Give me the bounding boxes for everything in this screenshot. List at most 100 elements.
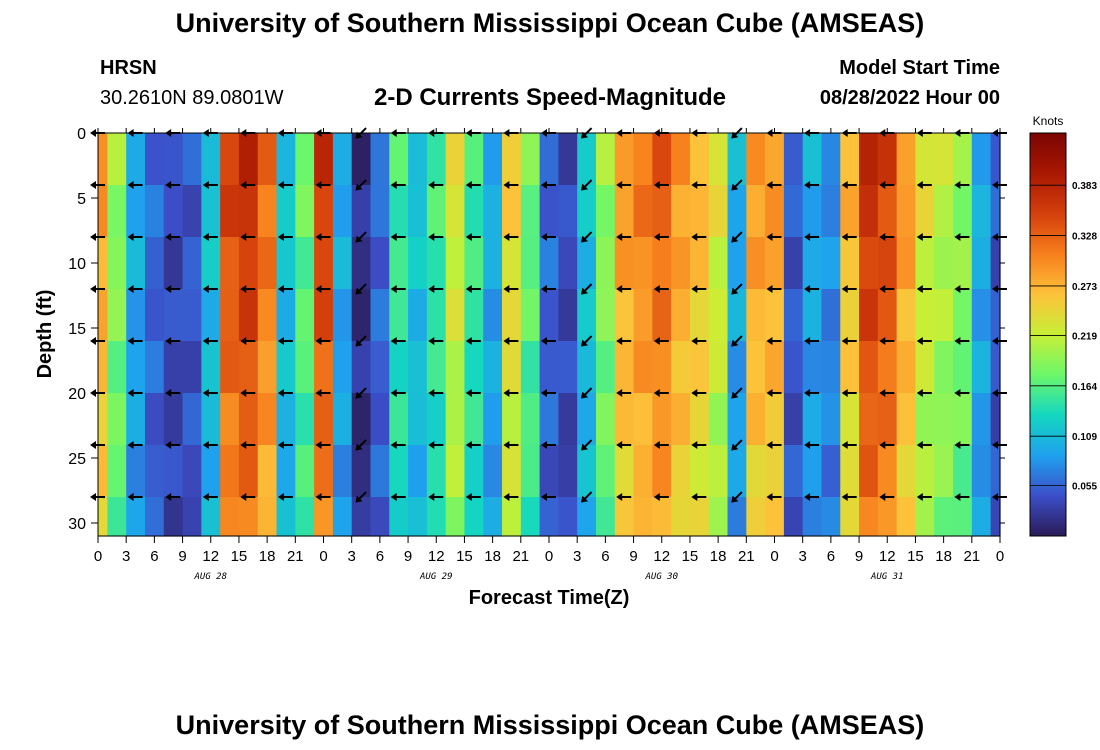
page-title: University of Southern Mississippi Ocean… (175, 8, 925, 38)
heatmap-cell (652, 341, 672, 394)
heatmap-cell (896, 237, 917, 290)
heatmap-cell (971, 185, 992, 238)
heatmap-cell (539, 341, 559, 394)
heatmap-cell (426, 289, 447, 342)
heatmap-cell (238, 289, 259, 342)
heatmap-cell (389, 133, 409, 186)
x-tick-label: 6 (601, 548, 609, 565)
current-arrow (766, 181, 782, 189)
current-arrow (240, 181, 256, 189)
heatmap-cell (445, 185, 466, 238)
heatmap-cell (483, 133, 503, 186)
x-tick-label: 18 (259, 548, 276, 565)
current-arrow (165, 493, 181, 501)
current-arrow (653, 285, 669, 293)
heatmap-cell (144, 341, 165, 394)
current-arrow (127, 441, 143, 449)
current-arrow (731, 387, 743, 399)
current-arrow (731, 231, 743, 243)
current-arrow (240, 441, 256, 449)
heatmap-cells (98, 133, 1001, 537)
heatmap-cell (595, 289, 616, 342)
current-arrow (731, 491, 743, 503)
heatmap-cell (464, 445, 484, 498)
current-arrow (90, 493, 105, 501)
heatmap-cell (314, 393, 334, 446)
heatmap-cell (840, 341, 860, 394)
current-arrow (390, 389, 406, 397)
y-tick-label: 15 (68, 321, 86, 338)
current-arrow (691, 389, 707, 397)
heatmap-cell (182, 341, 202, 394)
x-tick-label: 3 (799, 548, 807, 565)
current-arrow (541, 389, 556, 397)
current-arrow (428, 389, 444, 397)
heatmap-cell (558, 185, 578, 238)
current-arrow (240, 285, 256, 293)
colorbar (1029, 132, 1067, 537)
heatmap-cell (953, 393, 973, 446)
heatmap-cell (859, 497, 879, 537)
x-axis-label: Forecast Time(Z) (469, 587, 630, 609)
heatmap-cell (802, 185, 823, 238)
heatmap-cell (276, 133, 296, 186)
current-arrow (916, 493, 932, 501)
heatmap-cell (953, 497, 973, 537)
current-arrow (315, 233, 331, 241)
current-arrow (503, 337, 519, 345)
heatmap-cell (502, 497, 522, 537)
heatmap-cell (238, 497, 259, 537)
heatmap-cell (257, 185, 278, 238)
x-tick-label: 0 (545, 548, 553, 565)
x-tick-label: 21 (512, 548, 529, 565)
current-arrow (390, 181, 406, 189)
heatmap-cell (652, 185, 672, 238)
heatmap-cell (332, 341, 353, 394)
heatmap-cell (746, 133, 766, 186)
x-tick-label: 15 (456, 548, 473, 565)
heatmap-cell (708, 445, 729, 498)
current-arrow (465, 493, 481, 501)
heatmap-cell (351, 133, 372, 186)
current-arrow (428, 285, 444, 293)
heatmap-cell (896, 393, 917, 446)
heatmap-cell (182, 185, 202, 238)
heatmap-cell (314, 133, 334, 186)
heatmap-cell (295, 237, 315, 290)
current-arrow (580, 179, 593, 191)
heatmap-cell (877, 341, 898, 394)
current-arrow (616, 181, 632, 189)
current-arrow (202, 389, 218, 397)
current-arrow (90, 285, 105, 293)
heatmap-cell (502, 393, 522, 446)
heatmap-cell (201, 237, 221, 290)
current-arrow (428, 233, 444, 241)
heatmap-cell (276, 237, 296, 290)
x-tick-label: 21 (287, 548, 304, 565)
current-arrow (503, 441, 519, 449)
current-arrow (879, 233, 895, 241)
heatmap-cell (859, 289, 879, 342)
current-arrow (355, 231, 367, 243)
x-tick-label: 0 (94, 548, 102, 565)
current-arrow (841, 493, 857, 501)
heatmap-cell (201, 185, 221, 238)
current-arrow (428, 441, 444, 449)
heatmap-cell (483, 289, 503, 342)
current-arrow (691, 441, 707, 449)
current-arrow (879, 389, 895, 397)
heatmap-cell (182, 393, 202, 446)
heatmap-cell (144, 133, 165, 186)
heatmap-cell (934, 289, 954, 342)
heatmap-cell (126, 237, 146, 290)
current-arrow (465, 337, 481, 345)
current-arrow (954, 337, 970, 345)
current-arrow (804, 233, 820, 241)
heatmap-cell (971, 133, 992, 186)
heatmap-cell (220, 133, 240, 186)
heatmap-cell (107, 341, 127, 394)
heatmap-cell (633, 237, 653, 290)
heatmap-cell (859, 133, 879, 186)
current-arrow (90, 337, 105, 345)
heatmap-cell (295, 393, 315, 446)
